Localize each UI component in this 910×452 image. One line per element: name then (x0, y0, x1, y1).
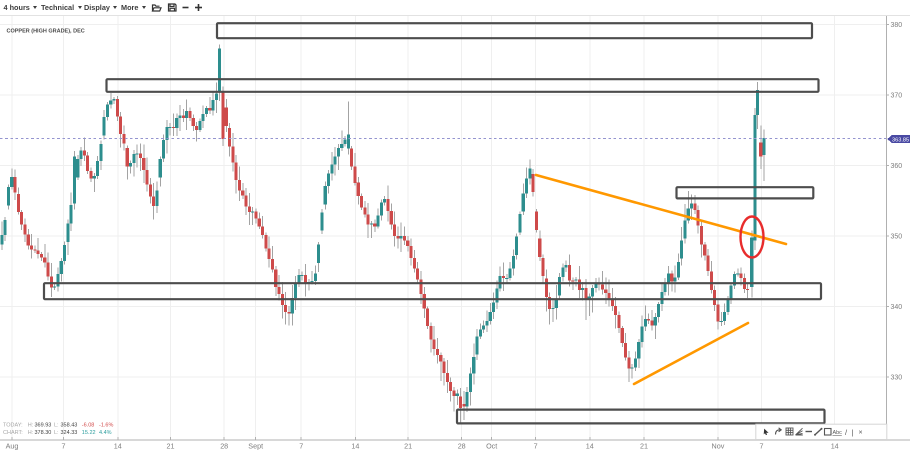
svg-text:COPPER (HIGH GRADE), DEC: COPPER (HIGH GRADE), DEC (7, 29, 85, 35)
svg-text:/: / (845, 428, 848, 437)
svg-text:21: 21 (640, 442, 648, 451)
svg-text:360: 360 (891, 163, 903, 170)
svg-text:330: 330 (891, 374, 903, 381)
svg-text:324.33: 324.33 (61, 430, 78, 436)
svg-text:14: 14 (831, 442, 839, 451)
svg-text:369.93: 369.93 (35, 422, 52, 428)
svg-text:4.4%: 4.4% (99, 430, 112, 436)
svg-text:|: | (852, 428, 854, 437)
svg-text:28: 28 (220, 442, 228, 451)
svg-text:Abc: Abc (833, 430, 843, 436)
svg-text:7: 7 (760, 442, 764, 451)
svg-text:350: 350 (891, 234, 903, 241)
svg-text:15.22: 15.22 (82, 430, 96, 436)
svg-text:21: 21 (404, 442, 412, 451)
svg-text:-1.6%: -1.6% (99, 422, 113, 428)
svg-text:14: 14 (586, 442, 594, 451)
svg-text:21: 21 (167, 442, 175, 451)
svg-text:7: 7 (62, 442, 66, 451)
svg-text:TODAY:: TODAY: (3, 422, 23, 428)
svg-text:H:: H: (28, 430, 34, 436)
svg-text:7: 7 (534, 442, 538, 451)
svg-text:CHART:: CHART: (3, 430, 23, 436)
svg-text:Nov: Nov (712, 442, 725, 451)
svg-text:7: 7 (299, 442, 303, 451)
svg-text:378.30: 378.30 (35, 430, 52, 436)
svg-text:L:: L: (54, 422, 59, 428)
svg-text:Oct: Oct (486, 442, 497, 451)
svg-text:363.85: 363.85 (892, 137, 909, 143)
svg-text:14: 14 (114, 442, 122, 451)
svg-text:-6.08: -6.08 (82, 422, 95, 428)
svg-text:Sept: Sept (248, 442, 263, 451)
svg-text:28: 28 (458, 442, 466, 451)
svg-text:14: 14 (351, 442, 359, 451)
svg-text:×: × (859, 430, 863, 437)
svg-text:L:: L: (54, 430, 59, 436)
svg-text:H:: H: (28, 422, 34, 428)
svg-text:370: 370 (891, 93, 903, 100)
svg-text:358.43: 358.43 (61, 422, 78, 428)
svg-text:Aug: Aug (6, 442, 19, 451)
svg-text:380: 380 (891, 22, 903, 29)
svg-text:340: 340 (891, 304, 903, 311)
